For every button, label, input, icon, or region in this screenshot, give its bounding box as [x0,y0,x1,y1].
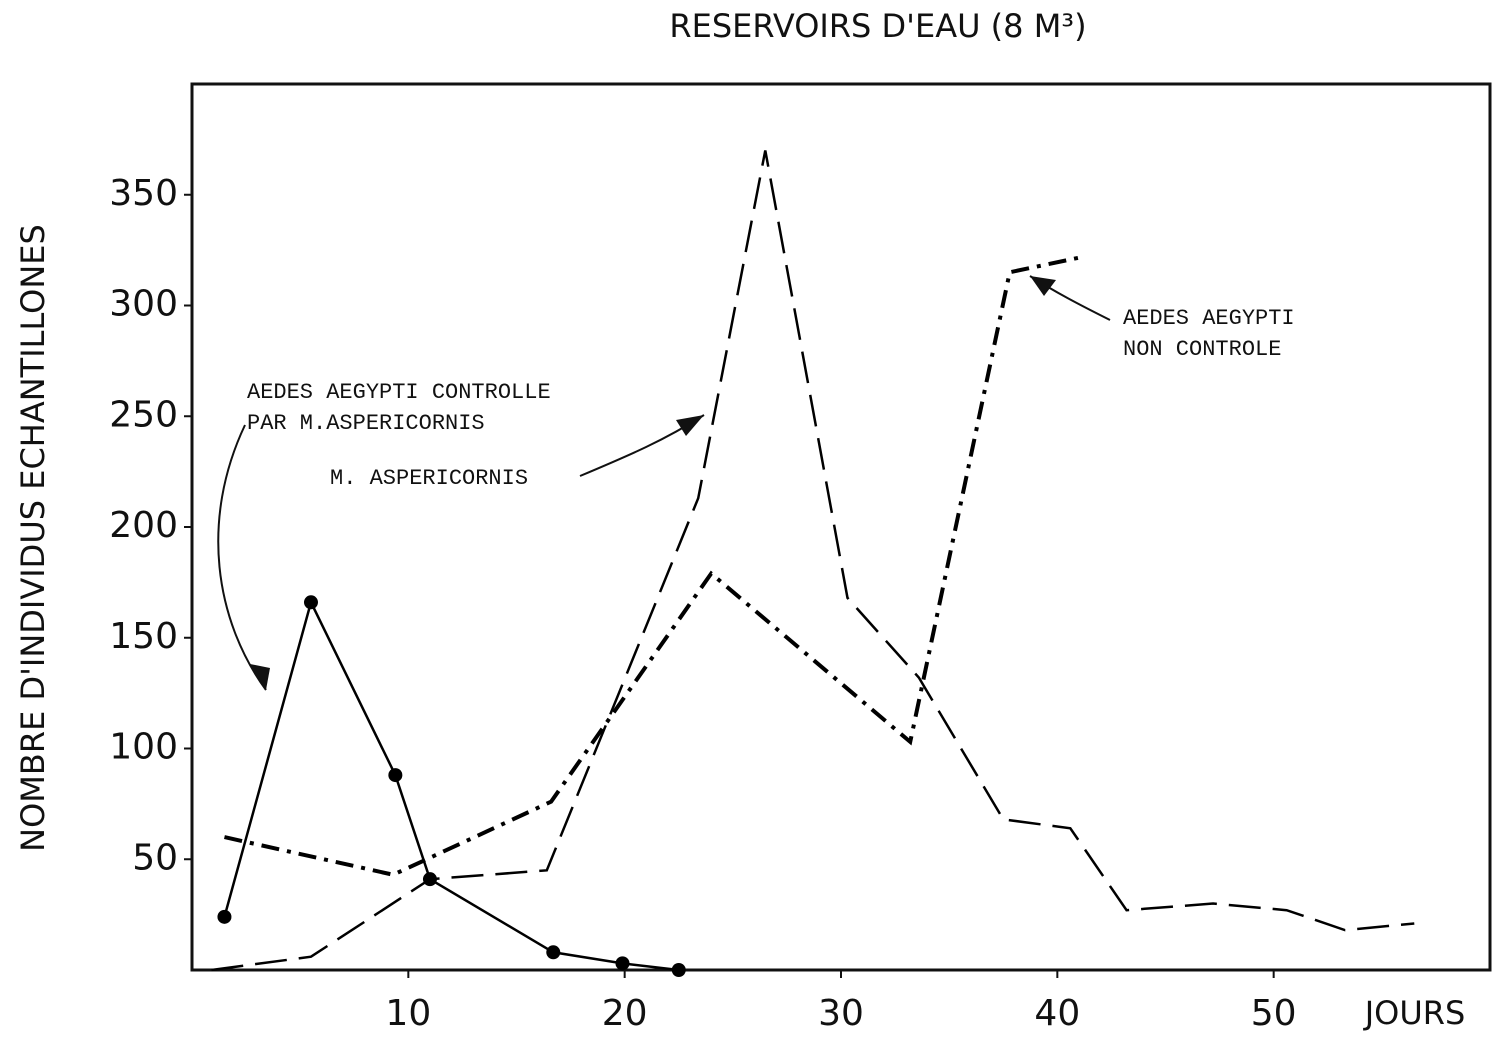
annotation: M. ASPERICORNIS [330,466,528,491]
y-tick-label: 150 [109,616,178,657]
x-tick-label: 40 [1034,993,1080,1034]
data-point [388,768,403,783]
x-tick-label: 30 [818,993,864,1034]
y-tick-label: 350 [109,173,178,214]
y-tick-label: 50 [132,837,178,878]
series-line [223,598,679,972]
annotation: AEDES AEGYPTI [1123,306,1295,331]
annotation: NON CONTROLE [1123,337,1281,362]
annotation: AEDES AEGYPTI CONTROLLE [247,380,551,405]
plot-frame [190,82,1492,972]
series-line [211,150,1415,972]
x-tick-label: 20 [602,993,648,1034]
arrow-head [676,415,704,436]
arrow-head [250,664,270,690]
arrow [217,424,267,691]
y-axis-label: NOMBRE D'INDIVIDUS ECHANTILLONES [14,224,52,852]
annotation: PAR M.ASPERICORNIS [247,411,485,436]
series-line [224,254,1084,877]
y-tick-label: 250 [109,394,178,435]
x-axis-label: JOURS [1363,994,1466,1032]
data-point [303,595,318,610]
y-tick-label: 200 [109,505,178,546]
arrow-head [1030,276,1056,296]
y-tick-label: 300 [109,284,178,325]
data-point [217,909,232,924]
y-tick-label: 100 [109,727,178,768]
chart-title: RESERVOIRS D'EAU (8 M³) [669,7,1086,45]
data-point [671,963,686,977]
data-point [546,945,561,960]
data-point [615,956,630,971]
x-tick-label: 10 [385,993,431,1034]
x-tick-label: 50 [1251,993,1297,1034]
